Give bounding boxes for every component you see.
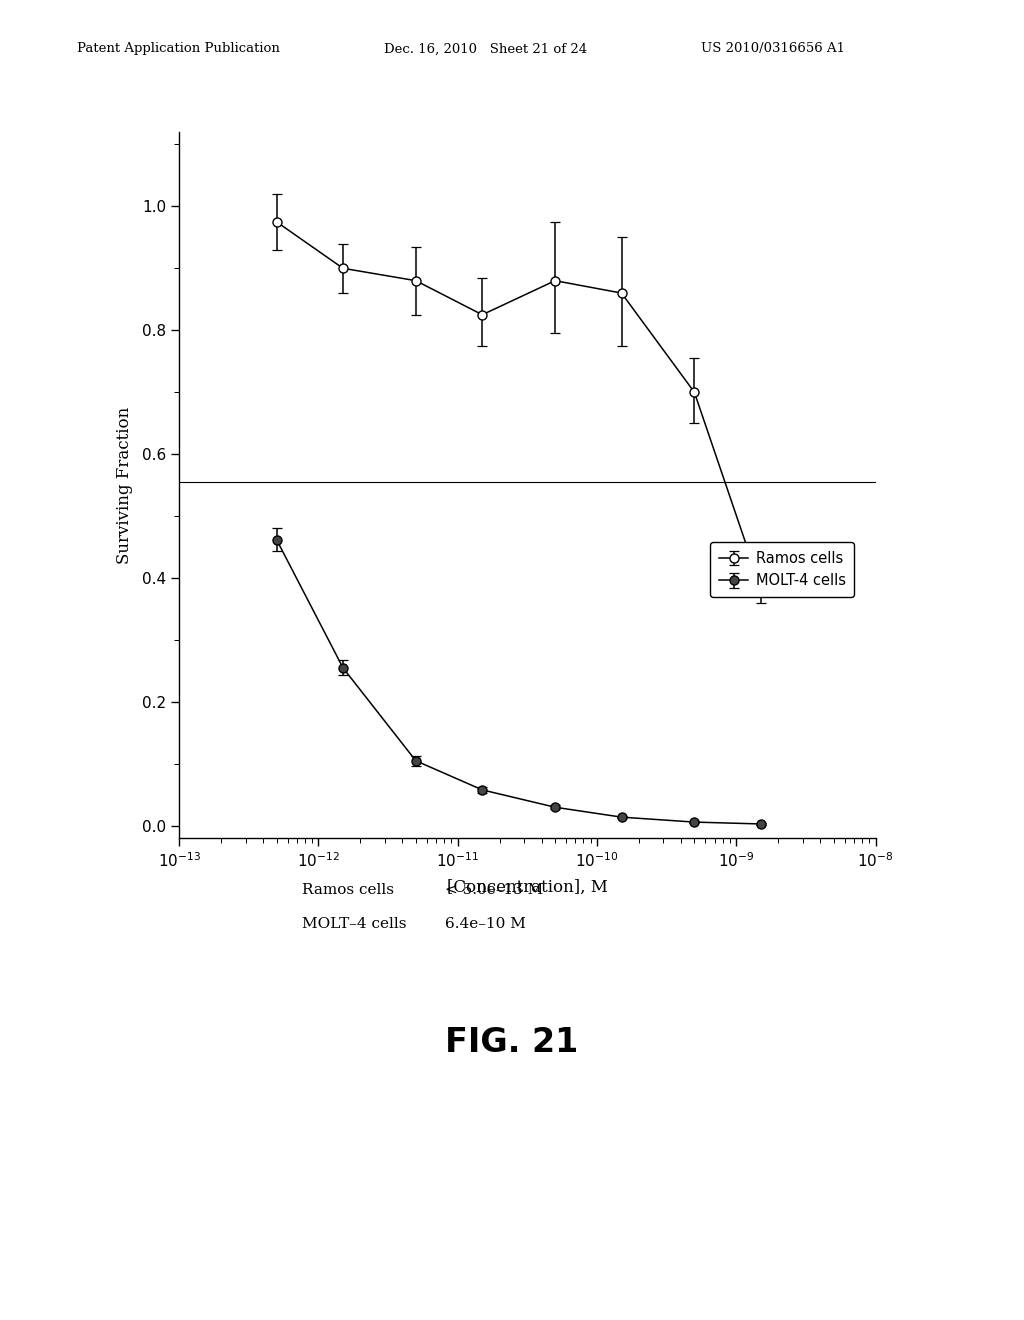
Text: FIG. 21: FIG. 21 xyxy=(445,1027,579,1059)
Text: MOLT–4 cells: MOLT–4 cells xyxy=(302,917,407,931)
Text: Patent Application Publication: Patent Application Publication xyxy=(77,42,280,55)
Text: US 2010/0316656 A1: US 2010/0316656 A1 xyxy=(701,42,846,55)
Text: Dec. 16, 2010   Sheet 21 of 24: Dec. 16, 2010 Sheet 21 of 24 xyxy=(384,42,587,55)
Text: 6.4e–10 M: 6.4e–10 M xyxy=(445,917,526,931)
Y-axis label: Surviving Fraction: Surviving Fraction xyxy=(117,407,133,564)
X-axis label: [Concentration], M: [Concentration], M xyxy=(446,878,608,895)
Text: < 5.0e–13 M: < 5.0e–13 M xyxy=(445,883,544,896)
Text: Ramos cells: Ramos cells xyxy=(302,883,394,896)
Legend: Ramos cells, MOLT-4 cells: Ramos cells, MOLT-4 cells xyxy=(711,543,854,597)
